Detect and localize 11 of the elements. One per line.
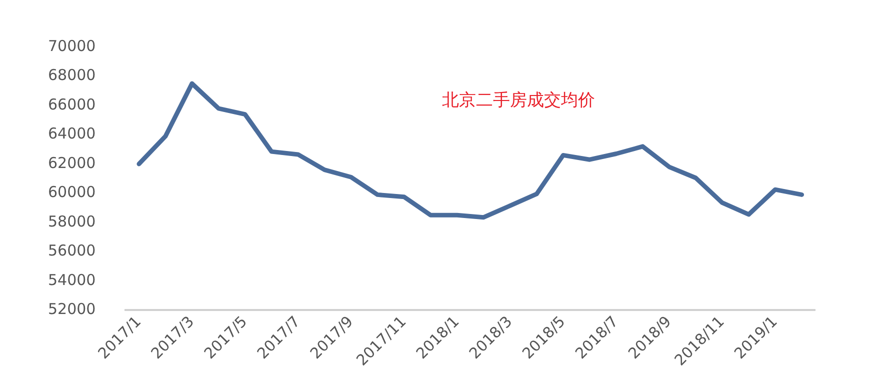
- y-tick-label: 68000: [48, 66, 96, 84]
- y-tick-label: 62000: [48, 154, 96, 172]
- y-tick-label: 60000: [48, 183, 96, 202]
- y-tick-label: 58000: [48, 212, 96, 230]
- y-tick-label: 56000: [48, 242, 96, 260]
- y-tick-label: 70000: [48, 36, 96, 55]
- y-tick-label: 66000: [48, 95, 96, 114]
- y-tick-label: 52000: [48, 300, 96, 318]
- annotation: 北京二手房成交均价: [442, 90, 596, 110]
- y-tick-label: 64000: [48, 124, 96, 143]
- y-tick-label: 54000: [48, 270, 96, 289]
